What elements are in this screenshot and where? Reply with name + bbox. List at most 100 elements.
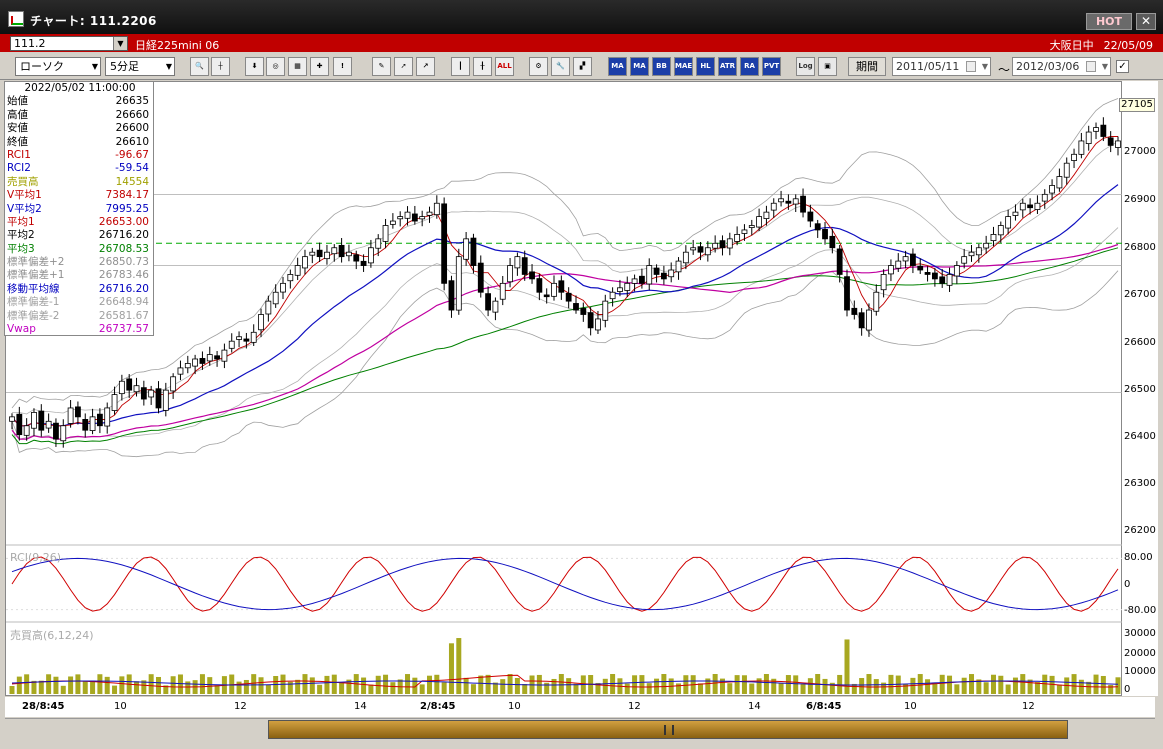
info-label: 売買高	[7, 175, 39, 188]
ma1-line	[11, 136, 1118, 427]
volume-bar	[339, 681, 345, 694]
volume-bar	[1027, 679, 1033, 694]
date-to-input[interactable]: 2012/03/06 ▼	[1012, 57, 1111, 76]
candle	[499, 282, 506, 300]
candle	[316, 249, 323, 258]
ra-button[interactable]: RA	[740, 57, 759, 76]
volume-bar	[1042, 674, 1048, 694]
pencil-icon[interactable]: ✎	[372, 57, 391, 76]
mae-button[interactable]: MAE	[674, 57, 693, 76]
info-label: 標準偏差-1	[7, 296, 60, 309]
print-icon[interactable]: ▣	[818, 57, 837, 76]
line-icon[interactable]: ↗	[416, 57, 435, 76]
volume-bar	[375, 675, 381, 694]
volume-panel-label: 売買高(6,12,24)	[10, 629, 94, 642]
candle	[580, 308, 587, 315]
scale-icon[interactable]: ✚	[310, 57, 329, 76]
info-value: 26660	[115, 108, 149, 121]
range-separator: 〜	[998, 63, 1011, 77]
candle	[1078, 140, 1085, 155]
info-label: Vwap	[7, 323, 36, 336]
apply-checkbox[interactable]: ✓	[1116, 60, 1129, 73]
volume-bar	[243, 679, 249, 694]
ma2-button[interactable]: MA	[630, 57, 649, 76]
candle	[155, 388, 162, 409]
zoom-icon[interactable]: ◎	[266, 57, 285, 76]
volume-bar	[983, 682, 989, 694]
candle	[96, 413, 103, 427]
cursor-icon[interactable]: ➚	[394, 57, 413, 76]
title-bar[interactable]: チャート: 111.2206 HOT ✕	[0, 0, 1163, 34]
volume-bar	[1056, 684, 1062, 694]
volume-bar	[368, 684, 374, 694]
down-arrow-icon[interactable]: ⬇	[245, 57, 264, 76]
calendar-icon[interactable]	[1086, 61, 1096, 72]
candle	[983, 242, 990, 249]
gear-icon[interactable]: ⚙	[529, 57, 548, 76]
candle	[309, 251, 316, 256]
all-button[interactable]: ALL	[495, 57, 514, 76]
interval-select[interactable]: 5分足 ▼	[105, 57, 175, 76]
market-date: 22/05/09	[1103, 39, 1153, 52]
date-from-input[interactable]: 2011/05/11 ▼	[892, 57, 991, 76]
volume-bar	[9, 686, 15, 694]
candle	[16, 413, 23, 436]
candle	[206, 354, 213, 362]
period-button[interactable]: 期間	[848, 57, 886, 76]
pvt-button[interactable]: PVT	[762, 57, 781, 76]
volume-bar	[734, 675, 740, 694]
close-button[interactable]: ✕	[1136, 13, 1156, 30]
volume-tick-label: 20000	[1124, 648, 1156, 659]
bollinger-lower1	[11, 227, 1119, 440]
volume-bar	[551, 678, 557, 694]
atr-button[interactable]: ATR	[718, 57, 737, 76]
info-value: 26600	[115, 122, 149, 135]
hl-button[interactable]: HL	[696, 57, 715, 76]
candle	[258, 314, 264, 331]
chart-area[interactable]	[5, 81, 1123, 697]
candle	[1012, 211, 1019, 216]
volume-bar	[866, 674, 872, 694]
candle	[236, 336, 242, 340]
candle	[140, 387, 147, 400]
crosshair-icon[interactable]: ┼	[211, 57, 230, 76]
calendar-icon[interactable]	[966, 61, 976, 72]
candle	[895, 260, 902, 269]
candle-icon[interactable]: ┃	[451, 57, 470, 76]
ma-button[interactable]: MA	[608, 57, 627, 76]
volume-bar	[163, 685, 169, 694]
hot-button[interactable]: HOT	[1086, 13, 1132, 30]
volume-bar	[470, 684, 476, 694]
candle	[126, 378, 133, 391]
candle	[67, 407, 74, 424]
volume-bar	[155, 676, 161, 694]
volume-bar	[383, 674, 389, 694]
volume-bar	[595, 682, 601, 694]
bar-icon[interactable]: ▦	[288, 57, 307, 76]
info-row: RCI2 -59.54	[5, 162, 153, 175]
candle	[953, 265, 960, 277]
candle	[785, 200, 792, 204]
price-chart-svg[interactable]	[6, 82, 1123, 697]
volume-bar	[492, 682, 498, 694]
hl-candle-icon[interactable]: ╂	[473, 57, 492, 76]
info-label: 終値	[7, 135, 28, 148]
info-icon[interactable]: !	[333, 57, 352, 76]
color-icon[interactable]: ▞	[573, 57, 592, 76]
candle	[726, 238, 733, 249]
candle	[1027, 204, 1034, 209]
search-icon[interactable]: 🔍	[190, 57, 209, 76]
info-value: 26653.00	[98, 215, 149, 228]
chevron-down-icon[interactable]: ▼	[113, 37, 127, 50]
info-label: 標準偏差+1	[7, 269, 65, 282]
candle	[463, 238, 470, 260]
wrench-icon[interactable]: 🔧	[551, 57, 570, 76]
symbol-code-input[interactable]: 111.2 ▼	[10, 36, 128, 51]
candle	[631, 278, 638, 284]
bb-button[interactable]: BB	[652, 57, 671, 76]
chart-type-select[interactable]: ローソク ▼	[15, 57, 101, 76]
log-button[interactable]: Log	[796, 57, 815, 76]
candle	[558, 280, 565, 293]
volume-bar	[68, 676, 74, 694]
scrollbar-thumb[interactable]	[268, 720, 1068, 739]
